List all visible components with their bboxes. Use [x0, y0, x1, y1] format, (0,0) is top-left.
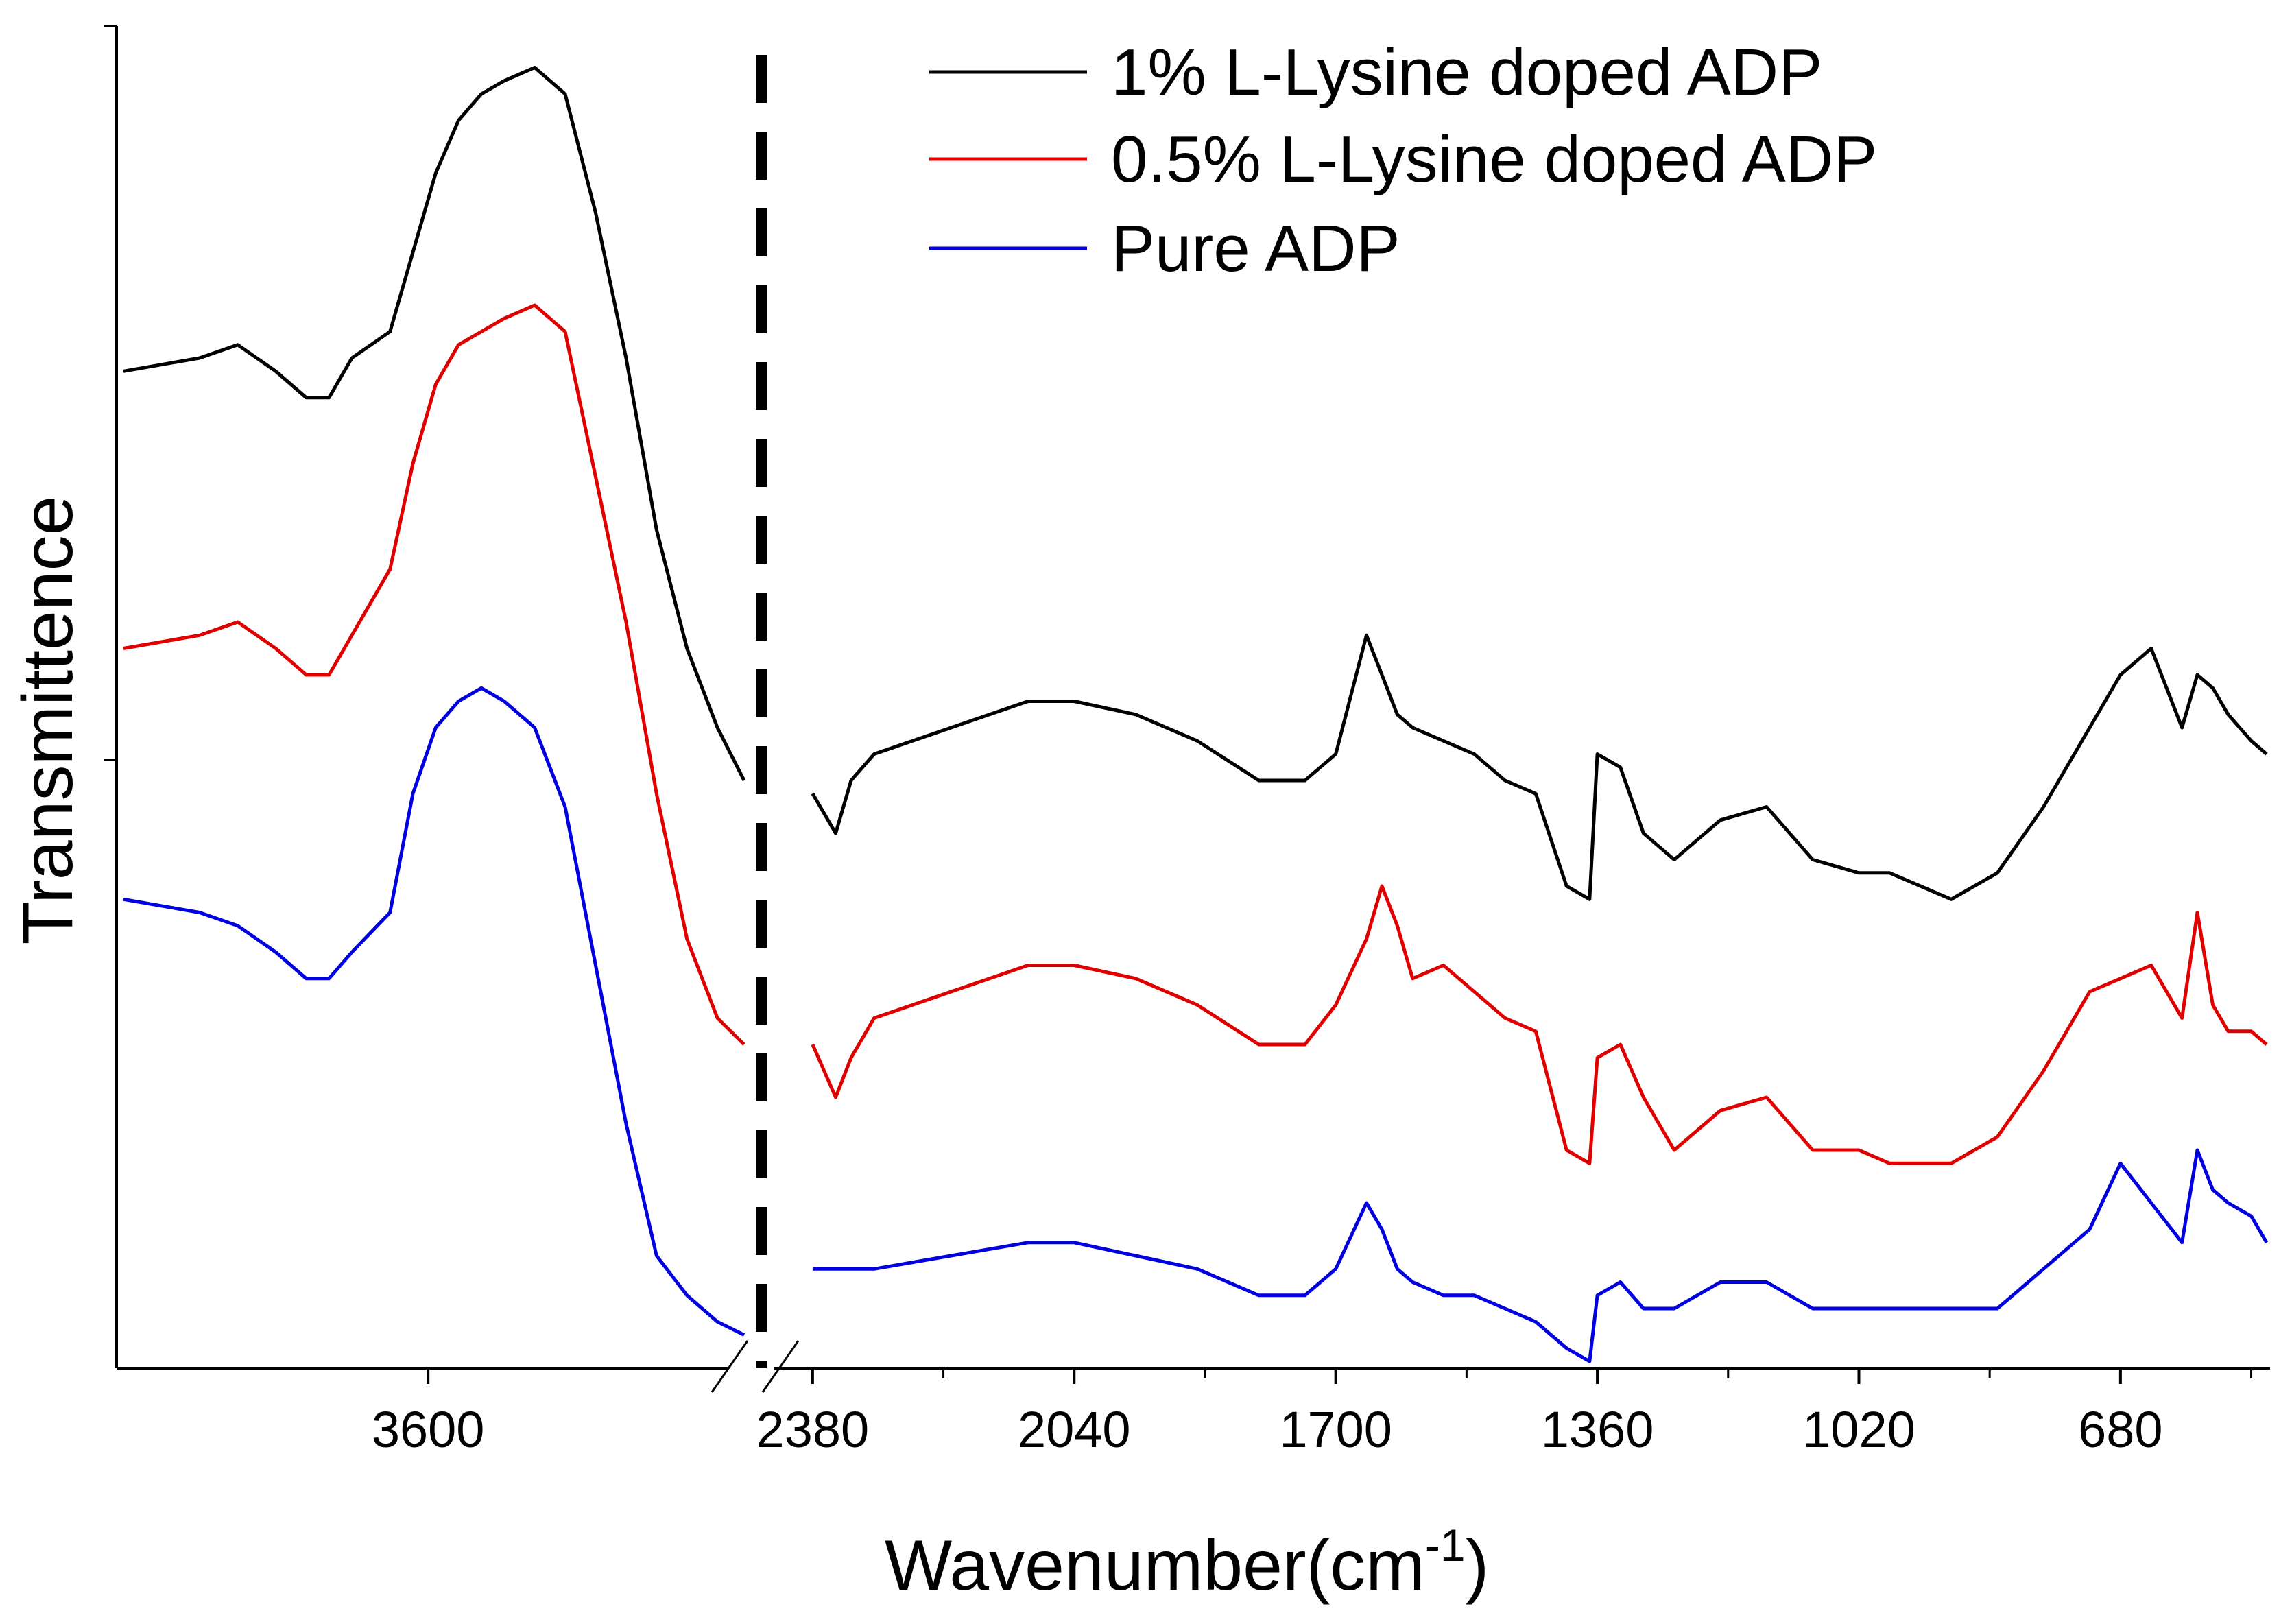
break-slash-left [711, 1340, 749, 1393]
x-tick-label-1700: 1700 [1279, 1401, 1392, 1458]
y-axis-title: Transmittence [8, 495, 88, 944]
axes-frame [104, 25, 2270, 1370]
series-2-left-line [123, 303, 745, 1046]
break-slash-right [761, 1340, 800, 1393]
axis-break-marker [711, 1340, 800, 1393]
x-ticks: 3600 2380 2040 1700 1360 1020 680 [372, 1368, 2253, 1458]
legend: 1% L-Lysine doped ADP 0.5% L-Lysine dope… [929, 36, 1877, 285]
x-tick-label-1360: 1360 [1541, 1401, 1654, 1458]
x-tick-label-2040: 2040 [1018, 1401, 1131, 1458]
legend-label-3: Pure ADP [1111, 212, 1400, 285]
x-axis-title-sup: -1 [1425, 1520, 1466, 1571]
x-axis-title-close: ) [1466, 1526, 1490, 1605]
x-tick-label-2380: 2380 [756, 1401, 870, 1458]
x-tick-label-3600: 3600 [372, 1401, 485, 1458]
series-3-right-line [812, 1148, 2269, 1363]
legend-label-2: 0.5% L-Lysine doped ADP [1111, 123, 1877, 196]
series-3-left-line [123, 686, 745, 1337]
x-tick-label-1020: 1020 [1802, 1401, 1915, 1458]
series-1-left-line [123, 66, 746, 782]
series-1-right-line [811, 633, 2268, 901]
legend-label-1: 1% L-Lysine doped ADP [1111, 36, 1822, 109]
series-group [123, 66, 2269, 1363]
x-axis-title-main: Wavenumber(cm [885, 1526, 1425, 1605]
x-axis-title: Wavenumber(cm-1) [885, 1520, 1489, 1605]
x-tick-label-680: 680 [2078, 1401, 2162, 1458]
series-2-right-line [811, 884, 2268, 1165]
